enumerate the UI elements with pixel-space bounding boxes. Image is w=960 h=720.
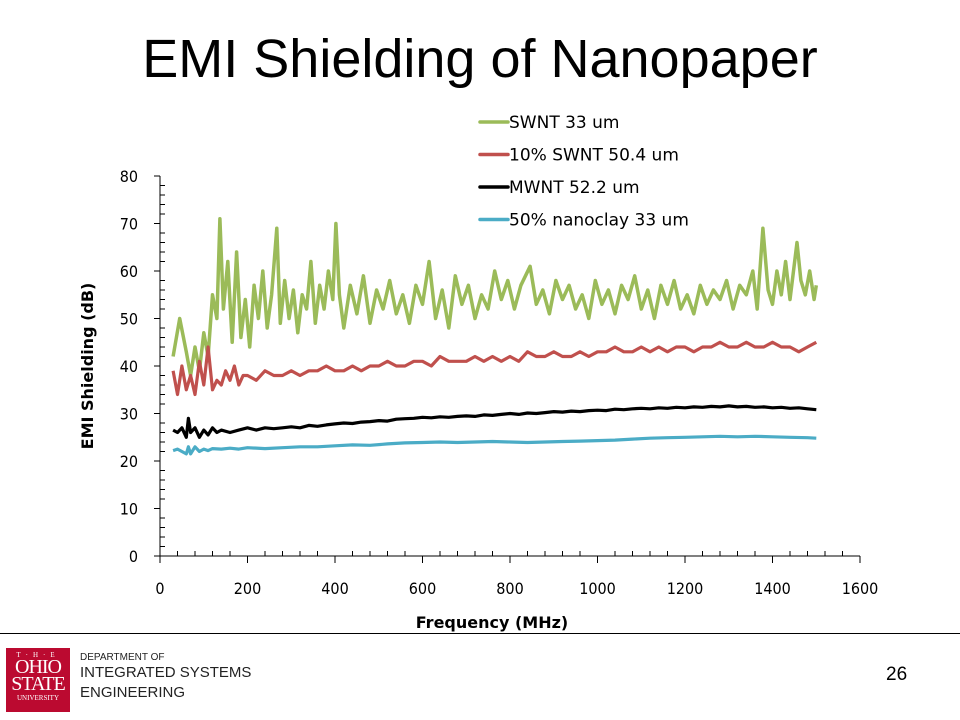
axes	[154, 175, 861, 563]
emi-shielding-chart: 0 10 20 30 40 50 60 70 80 0 200 400 600 800 1000 1200 1…	[78, 113, 878, 632]
y-tick-label: 80	[120, 167, 138, 186]
y-tick-label: 70	[120, 215, 138, 234]
series-line-1	[171, 340, 818, 397]
x-tick-label: 1000	[579, 579, 616, 598]
x-axis-title: Frequency (MHz)	[416, 613, 568, 632]
y-tick-label: 30	[120, 405, 138, 424]
legend-label-2: MWNT 52.2 um	[509, 178, 640, 198]
x-tick-label: 1200	[667, 579, 704, 598]
logo-ohio: OHIO	[15, 656, 62, 678]
y-tick-label: 0	[129, 547, 138, 566]
footer-divider	[0, 633, 960, 634]
x-tick-label: 200	[234, 579, 261, 598]
y-tick-label: 20	[120, 452, 138, 471]
department-name: DEPARTMENT OF INTEGRATED SYSTEMS ENGINEE…	[80, 652, 251, 703]
y-tick-label: 60	[120, 262, 138, 281]
legend-label-1: 10% SWNT 50.4 um	[509, 146, 679, 166]
legend-label-0: SWNT 33 um	[509, 113, 619, 133]
x-tick-label: 1400	[754, 579, 791, 598]
legend-label-3: 50% nanoclay 33 um	[509, 211, 689, 231]
x-tick-label: 400	[321, 579, 348, 598]
dept-line-1: DEPARTMENT OF	[80, 652, 165, 663]
x-tick-label: 1600	[842, 579, 879, 598]
logo-state: STATE	[11, 673, 65, 695]
series-line-2	[172, 404, 817, 439]
y-tick-label: 10	[120, 500, 138, 519]
x-tick-labels: 0 200 400 600 800 1000 1200 1400 1600	[155, 579, 878, 598]
x-tick-label: 800	[496, 579, 523, 598]
x-tick-label: 0	[155, 579, 164, 598]
logo-the: T·H·E	[16, 651, 60, 659]
dept-line-3: ENGINEERING	[80, 684, 186, 701]
dept-line-2: INTEGRATED SYSTEMS	[80, 664, 252, 681]
plot-lines	[171, 217, 819, 456]
series-line-0	[171, 217, 819, 378]
logo-university: UNIVERSITY	[17, 694, 59, 702]
legend: SWNT 33 um 10% SWNT 50.4 um MWNT 52.2 um 50…	[478, 113, 689, 231]
x-tick-label: 600	[409, 579, 436, 598]
page-number: 26	[886, 664, 908, 685]
ohio-state-logo: T·H·E OHIO STATE UNIVERSITY	[6, 648, 70, 712]
slide-title: EMI Shielding of Nanopaper	[142, 29, 818, 89]
y-axis-title: EMI Shielding (dB)	[78, 283, 97, 450]
y-tick-labels: 0 10 20 30 40 50 60 70 80	[120, 167, 138, 566]
y-tick-label: 50	[120, 310, 138, 329]
y-tick-label: 40	[120, 357, 138, 376]
series-line-3	[172, 434, 817, 456]
